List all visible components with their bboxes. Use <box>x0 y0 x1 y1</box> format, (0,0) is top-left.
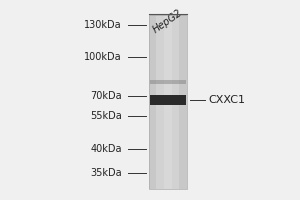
Text: 100kDa: 100kDa <box>84 52 122 62</box>
Bar <box>172 15 179 189</box>
Text: 70kDa: 70kDa <box>90 91 122 101</box>
Text: CXXC1: CXXC1 <box>208 95 245 105</box>
Text: 35kDa: 35kDa <box>90 168 122 178</box>
Bar <box>150 95 186 105</box>
Bar <box>164 15 172 189</box>
Bar <box>148 15 187 189</box>
Bar <box>156 15 164 189</box>
Text: 130kDa: 130kDa <box>84 20 122 30</box>
Text: 40kDa: 40kDa <box>90 144 122 154</box>
Bar <box>179 15 187 189</box>
Text: HepG2: HepG2 <box>151 7 184 35</box>
Bar <box>148 15 156 189</box>
Bar <box>150 80 186 84</box>
Text: 55kDa: 55kDa <box>90 111 122 121</box>
